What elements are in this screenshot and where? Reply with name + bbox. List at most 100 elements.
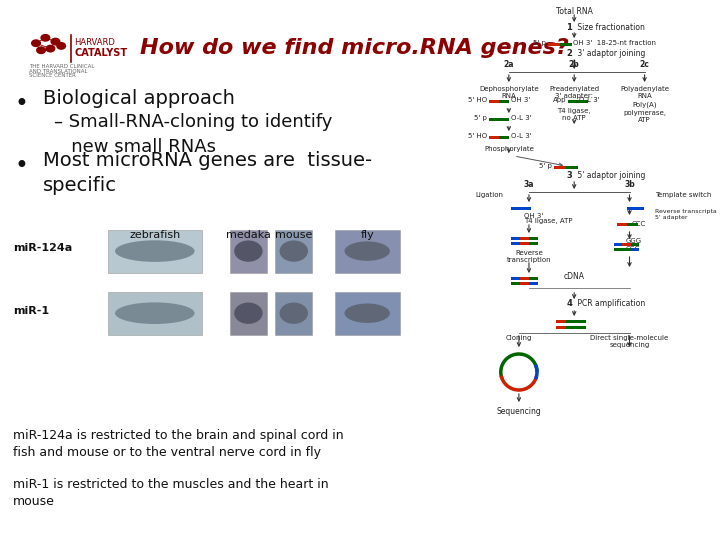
Text: miR-1: miR-1 (13, 306, 49, 315)
Text: Template switch: Template switch (654, 192, 711, 198)
Text: medaka: medaka (226, 230, 271, 240)
Text: SCIENCE CENTER: SCIENCE CENTER (29, 73, 76, 78)
Text: miR-124a is restricted to the brain and spinal cord in
fish and mouse or to the : miR-124a is restricted to the brain and … (13, 429, 343, 460)
Bar (520, 237, 529, 240)
Bar (529, 242, 538, 245)
Ellipse shape (115, 302, 194, 324)
Bar (628, 223, 637, 226)
Bar (275, 292, 312, 335)
Text: Direct single-molecule
sequencing: Direct single-molecule sequencing (590, 335, 669, 348)
Text: zebrafish: zebrafish (129, 230, 181, 240)
Bar (230, 230, 267, 273)
Bar (566, 165, 578, 169)
Bar (566, 326, 576, 329)
Bar (631, 248, 639, 251)
Text: THE HARVARD CLINICAL: THE HARVARD CLINICAL (29, 64, 94, 69)
Bar (566, 320, 576, 323)
Bar (529, 282, 538, 285)
Text: cDNA: cDNA (564, 272, 585, 281)
Text: 3a: 3a (523, 180, 534, 189)
Bar (520, 282, 529, 285)
Bar (556, 320, 566, 323)
Bar (554, 165, 566, 169)
Bar (499, 136, 509, 139)
Text: O-L 3': O-L 3' (511, 115, 531, 121)
Bar (335, 292, 400, 335)
Text: 5' p: 5' p (474, 115, 487, 121)
Text: PCR amplification: PCR amplification (575, 300, 645, 308)
Text: Dephosphorylate
RNA: Dephosphorylate RNA (479, 86, 539, 99)
Text: CCC: CCC (626, 246, 640, 252)
Bar (520, 277, 529, 280)
Text: HARVARD: HARVARD (74, 38, 115, 47)
Text: OH 3': OH 3' (511, 97, 530, 103)
Text: AND TRANSLATIONAL: AND TRANSLATIONAL (29, 69, 87, 73)
Text: •: • (14, 154, 28, 178)
Ellipse shape (344, 303, 390, 323)
Text: 1: 1 (567, 23, 572, 31)
Text: Reverse
transcription: Reverse transcription (507, 250, 552, 263)
Text: 5' HO: 5' HO (467, 133, 487, 139)
Text: T4 ligase,
no ATP: T4 ligase, no ATP (557, 108, 591, 121)
Circle shape (279, 302, 308, 324)
Ellipse shape (115, 240, 194, 262)
Bar (631, 243, 639, 246)
Circle shape (46, 45, 55, 52)
Bar (614, 248, 623, 251)
Text: 5' p: 5' p (534, 40, 546, 46)
Text: miR-1 is restricted to the muscles and the heart in
mouse: miR-1 is restricted to the muscles and t… (13, 478, 328, 508)
Bar (108, 230, 202, 273)
Text: T4 ligase, ATP: T4 ligase, ATP (524, 218, 572, 224)
Text: Poly(A)
polymerase,
ATP: Poly(A) polymerase, ATP (623, 102, 666, 123)
Text: GGG: GGG (626, 238, 642, 244)
Circle shape (279, 240, 308, 262)
Text: Size fractionation: Size fractionation (575, 23, 645, 31)
Bar (489, 136, 499, 139)
Bar (489, 118, 499, 121)
Text: 5' HO: 5' HO (467, 97, 487, 103)
Bar (108, 292, 202, 335)
Circle shape (37, 47, 45, 53)
Circle shape (234, 302, 263, 324)
Circle shape (234, 240, 263, 262)
Text: Total RNA: Total RNA (556, 7, 593, 16)
Bar (529, 277, 538, 280)
Bar (489, 100, 499, 103)
Bar (520, 242, 529, 245)
Bar (511, 282, 520, 285)
Text: 5' p: 5' p (539, 163, 552, 169)
Text: Most microRNA genes are  tissue-
specific: Most microRNA genes are tissue- specific (43, 151, 372, 195)
Text: Preadenylated
3' adapter:: Preadenylated 3' adapter: (549, 86, 599, 99)
Text: miR-124a: miR-124a (13, 244, 72, 253)
Bar (529, 237, 538, 240)
Text: Phosphorylate: Phosphorylate (484, 146, 534, 152)
Text: OH 3': OH 3' (524, 213, 543, 219)
Text: O-L 3': O-L 3' (511, 133, 531, 139)
Text: CCC: CCC (631, 221, 646, 227)
Text: 5' adapter: 5' adapter (654, 215, 687, 220)
Bar (614, 243, 623, 246)
Text: Cloning: Cloning (505, 335, 532, 341)
Bar (499, 118, 509, 121)
Bar (578, 100, 588, 103)
Text: 3: 3 (567, 171, 572, 179)
Text: 3b: 3b (624, 180, 635, 189)
Bar (568, 100, 578, 103)
Text: mouse: mouse (275, 230, 312, 240)
Circle shape (41, 35, 50, 41)
Text: 3' adaptor joining: 3' adaptor joining (575, 49, 646, 57)
Bar (618, 223, 628, 226)
Text: Ligation: Ligation (476, 192, 504, 198)
Bar (335, 230, 400, 273)
Text: How do we find micro.RNA genes?: How do we find micro.RNA genes? (140, 38, 569, 58)
Text: Biological approach: Biological approach (43, 89, 235, 108)
Bar (511, 207, 521, 210)
Bar (623, 248, 631, 251)
Circle shape (57, 43, 66, 49)
Bar (560, 43, 572, 46)
Bar (511, 277, 520, 280)
Bar (628, 207, 636, 210)
Text: CATALYST: CATALYST (74, 48, 127, 58)
Text: 5' adaptor joining: 5' adaptor joining (575, 171, 646, 179)
Text: 2a: 2a (503, 60, 514, 69)
